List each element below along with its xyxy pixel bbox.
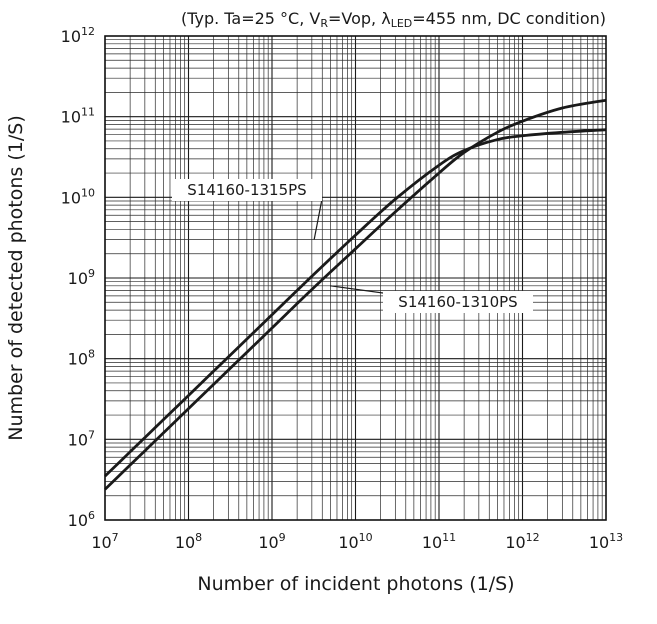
x-tick-label: 1011 — [422, 531, 456, 552]
y-tick-label: 107 — [68, 428, 95, 449]
x-tick-label: 109 — [258, 531, 285, 552]
x-tick-label: 1012 — [505, 531, 539, 552]
annotations: S14160-1315PS S14160-1310PS — [172, 179, 533, 313]
grid — [104, 36, 606, 521]
series-label-box — [172, 179, 322, 201]
series-label-s14160-1315ps: S14160-1315PS — [187, 181, 306, 199]
series-line-s14160-1310ps — [104, 98, 607, 491]
x-tick-label: 108 — [175, 531, 202, 552]
series-label-box — [383, 291, 533, 313]
x-tick-label: 1013 — [589, 531, 623, 552]
x-tick-label: 107 — [91, 531, 118, 552]
series-line-s14160-1315ps — [104, 128, 607, 478]
x-tick-labels: 107 108 109 1010 1011 1012 1013 — [91, 531, 623, 552]
y-tick-label: 1012 — [61, 25, 95, 46]
curves — [104, 98, 607, 491]
y-tick-label: 109 — [68, 267, 95, 288]
y-tick-label: 108 — [68, 348, 95, 369]
y-tick-label: 1011 — [61, 106, 95, 127]
x-axis-title: Number of incident photons (1/S) — [197, 573, 514, 595]
series-label-s14160-1310ps: S14160-1310PS — [398, 293, 517, 311]
y-axis-title: Number of detected photons (1/S) — [5, 115, 27, 440]
x-tick-label: 1010 — [338, 531, 372, 552]
y-tick-label: 106 — [68, 509, 95, 530]
y-tick-label: 1010 — [61, 186, 95, 207]
y-tick-labels: 106 107 108 109 1010 1011 1012 — [61, 25, 95, 530]
leader-line — [330, 285, 384, 294]
plot-frame — [104, 35, 607, 521]
leader-line — [313, 198, 323, 240]
measurement-condition: (Typ. Ta=25 °C, VR=Vop, λLED=455 nm, DC … — [181, 9, 606, 30]
